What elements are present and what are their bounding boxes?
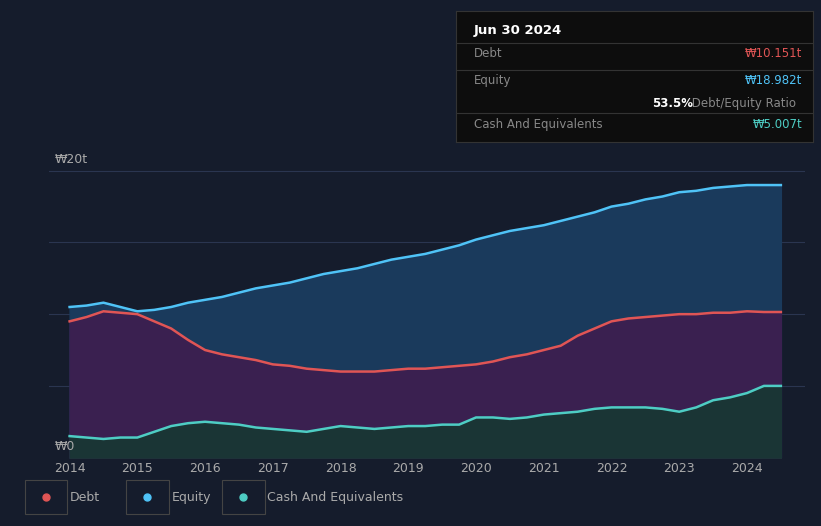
Text: ₩20t: ₩20t: [55, 154, 88, 166]
Text: ₩10.151t: ₩10.151t: [745, 47, 802, 60]
FancyBboxPatch shape: [222, 480, 264, 514]
FancyBboxPatch shape: [126, 480, 169, 514]
Text: Equity: Equity: [172, 491, 211, 503]
Text: ₩5.007t: ₩5.007t: [752, 118, 802, 132]
Text: Debt/Equity Ratio: Debt/Equity Ratio: [688, 97, 796, 110]
Text: ₩18.982t: ₩18.982t: [745, 74, 802, 87]
FancyBboxPatch shape: [25, 480, 67, 514]
Text: Debt: Debt: [474, 47, 502, 60]
Text: 53.5%: 53.5%: [652, 97, 693, 110]
Text: Debt: Debt: [70, 491, 100, 503]
Text: Jun 30 2024: Jun 30 2024: [474, 24, 562, 37]
Text: Equity: Equity: [474, 74, 511, 87]
Text: ₩0: ₩0: [55, 440, 75, 453]
Text: Cash And Equivalents: Cash And Equivalents: [474, 118, 602, 132]
Text: Cash And Equivalents: Cash And Equivalents: [268, 491, 404, 503]
